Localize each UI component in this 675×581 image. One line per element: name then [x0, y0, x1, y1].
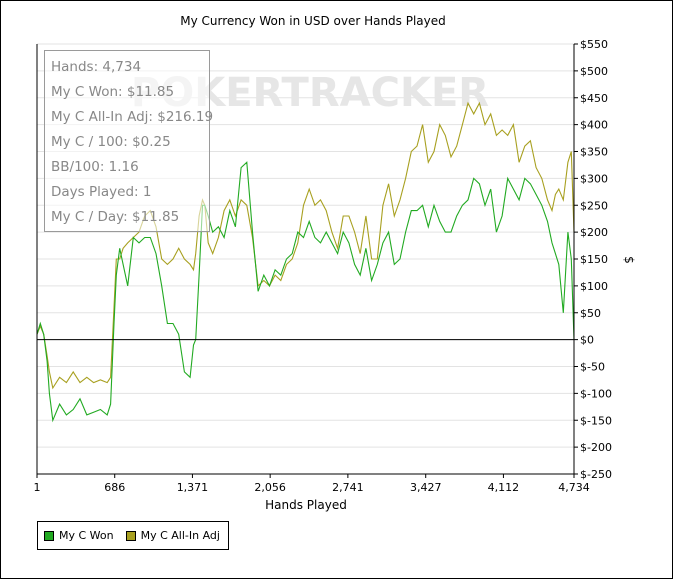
x-tick-label-0: 1: [34, 481, 41, 494]
stat-days-played: Days Played: 1: [51, 184, 152, 200]
legend-swatch-won: [44, 530, 54, 541]
x-axis-ticks: 1 686 1,371 2,056 2,741 3,427 4,112 4,734: [34, 474, 590, 494]
y-tick-label-5: $300: [580, 172, 608, 185]
stat-won: My C Won: $11.85: [51, 84, 175, 100]
y-tick-label-11: $0: [580, 334, 594, 347]
stat-per-day: My C / Day: $11.85: [51, 209, 180, 225]
y-tick-label-9: $100: [580, 280, 608, 293]
legend-label-won: My C Won: [59, 529, 114, 542]
y-tick-label-12: $-50: [580, 361, 605, 374]
legend: My C Won My C All-In Adj: [37, 521, 229, 550]
y-tick-label-14: $-150: [580, 414, 612, 427]
chart-title: My Currency Won in USD over Hands Played: [180, 14, 446, 28]
y-tick-label-16: $-250: [580, 468, 612, 481]
y-tick-label-1: $500: [580, 65, 608, 78]
stats-box: Hands: 4,734 My C Won: $11.85 My C All-I…: [44, 50, 214, 232]
y-tick-label-8: $150: [580, 253, 608, 266]
series-layer: [36, 101, 575, 423]
y-tick-label-6: $250: [580, 199, 608, 212]
x-tick-label-5: 3,427: [410, 481, 442, 494]
legend-item-won[interactable]: My C Won: [44, 529, 114, 542]
y-tick-label-3: $400: [580, 119, 608, 132]
y-tick-label-0: $550: [580, 38, 608, 51]
series-line-1: [36, 101, 575, 390]
x-tick-label-3: 2,056: [254, 481, 286, 494]
x-tick-label-1: 686: [104, 481, 125, 494]
x-tick-label-6: 4,112: [488, 481, 520, 494]
stat-per-100: My C / 100: $0.25: [51, 134, 171, 150]
y-tick-label-15: $-200: [580, 441, 612, 454]
x-tick-label-4: 2,741: [332, 481, 364, 494]
x-tick-label-7: 4,734: [558, 481, 590, 494]
y-tick-label-10: $50: [580, 307, 601, 320]
stat-hands: Hands: 4,734: [51, 59, 142, 75]
x-tick-label-2: 1,371: [177, 481, 209, 494]
x-axis-label: Hands Played: [265, 498, 347, 512]
y-axis-ticks: $550 $500 $450 $400 $350 $300 $250 $200 $150 $100…: [574, 38, 612, 481]
legend-label-all-in-adj: My C All-In Adj: [140, 529, 220, 542]
stat-all-in-adj: My C All-In Adj: $216.19: [51, 109, 214, 125]
y-tick-label-13: $-100: [580, 387, 612, 400]
y-tick-label-7: $200: [580, 226, 608, 239]
series-line-0: [36, 161, 575, 423]
legend-swatch-all-in-adj: [125, 530, 136, 541]
y-axis-label: $: [622, 256, 636, 264]
stat-bb-100: BB/100: 1.16: [51, 159, 139, 175]
y-tick-label-4: $350: [580, 146, 608, 159]
y-tick-label-2: $450: [580, 92, 608, 105]
legend-item-all-in-adj[interactable]: My C All-In Adj: [125, 529, 220, 542]
